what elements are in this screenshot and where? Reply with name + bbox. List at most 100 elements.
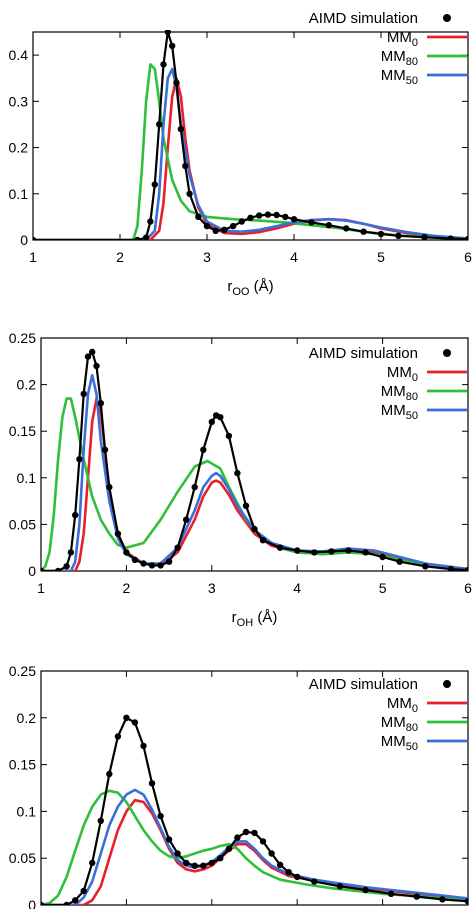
series-point-aimd [177, 125, 185, 133]
x-axis-label: rOO (Å) [227, 278, 273, 298]
series-point-aimd [174, 544, 181, 551]
series-point-aimd [247, 214, 254, 221]
series-point-aimd [174, 850, 181, 857]
series-point-aimd [182, 162, 189, 170]
series-point-aimd [251, 829, 258, 837]
x-axis-label-sub: OO [232, 286, 250, 298]
series-point-aimd [264, 211, 272, 218]
series-point-aimd [93, 362, 100, 370]
series-point-aimd [84, 353, 92, 360]
series-point-aimd [345, 547, 352, 554]
y-tick-label: 0.3 [9, 93, 29, 109]
series-point-aimd [413, 893, 420, 900]
series-point-aimd [54, 567, 62, 571]
series-point-aimd [276, 544, 284, 551]
legend-label-main: AIMD simulation [309, 345, 418, 362]
series-point-aimd [183, 859, 190, 867]
legend-label-main: MM [387, 29, 412, 46]
series-point-aimd [165, 836, 173, 843]
legend-label-main: MM [381, 714, 406, 731]
x-tick-label: 5 [377, 249, 385, 265]
plot-frame [40, 670, 469, 906]
series-point-aimd [72, 897, 79, 904]
series-point-aimd [325, 222, 332, 229]
series-point-aimd [208, 418, 215, 426]
y-tick-label: 0 [20, 232, 28, 248]
series-line-mm0 [41, 798, 468, 905]
x-tick-label: 4 [293, 580, 301, 596]
x-tick-label: 4 [290, 249, 298, 265]
series-line-mm50 [33, 67, 468, 240]
series-point-aimd [290, 216, 298, 223]
series-point-aimd [148, 780, 156, 787]
series-point-aimd [173, 79, 180, 87]
legend-label-sub: 80 [406, 722, 418, 734]
series-point-aimd [251, 525, 258, 533]
series-point-aimd [186, 190, 193, 197]
series-point-aimd [164, 30, 171, 36]
series-point-aimd [151, 181, 158, 188]
legend-marker-dot [443, 14, 451, 22]
plot-frame [40, 337, 469, 572]
series-point-aimd [464, 566, 468, 571]
series-point-aimd [273, 211, 280, 219]
series-point-aimd [387, 890, 395, 897]
legend-label: MM0 [387, 364, 418, 384]
series-point-aimd [147, 218, 154, 225]
legend-label-sub: 50 [406, 75, 418, 87]
y-tick-label: 0.05 [9, 850, 36, 866]
series-point-aimd [72, 511, 79, 519]
legend-label-sub: 50 [406, 410, 418, 422]
series-point-aimd [311, 878, 318, 885]
x-tick-label: 2 [116, 249, 124, 265]
legend-label-sub: 50 [406, 741, 418, 753]
legend-label-main: MM [387, 695, 412, 712]
legend-label: MM80 [381, 48, 418, 68]
series-point-aimd [76, 456, 83, 463]
x-axis-label-main: r [232, 609, 237, 626]
y-tick-label: 0.15 [9, 423, 36, 439]
series-point-aimd [242, 828, 250, 836]
series-line-mm50 [41, 788, 468, 905]
series-point-aimd [242, 502, 250, 509]
series-point-aimd [343, 225, 350, 232]
series-point-aimd [165, 558, 173, 565]
y-tick-label: 0.2 [17, 377, 37, 393]
series-point-aimd [259, 838, 267, 845]
series-point-aimd [422, 563, 429, 570]
series-point-aimd [336, 883, 344, 890]
series-point-aimd [142, 234, 150, 240]
x-axis-label-main: r [227, 278, 232, 295]
x-tick-label: 5 [379, 580, 387, 596]
series-point-aimd [203, 222, 211, 230]
series-point-aimd [134, 236, 141, 240]
legend-label-main: AIMD simulation [309, 676, 418, 693]
series-point-aimd [225, 432, 233, 440]
y-tick-label: 0.05 [9, 516, 36, 532]
series-point-aimd [114, 530, 122, 537]
series-point-aimd [362, 549, 369, 556]
y-tick-label: 0.4 [9, 47, 29, 63]
series-point-aimd [200, 446, 207, 453]
series-point-aimd [148, 562, 156, 569]
series-point-aimd [328, 548, 335, 555]
y-tick-label: 0 [28, 897, 36, 909]
series-point-aimd [208, 859, 215, 867]
series-point-aimd [229, 222, 237, 230]
y-tick-label: 0.1 [17, 470, 37, 486]
series-point-aimd [200, 862, 207, 869]
series-line-aimd [33, 31, 468, 240]
series-line-aimd [41, 716, 468, 905]
legend-label-sub: 0 [412, 372, 418, 384]
series-point-aimd [276, 861, 284, 868]
series-point-aimd [360, 228, 367, 235]
legend-label-main: AIMD simulation [309, 10, 418, 27]
series-point-aimd [217, 414, 224, 421]
series-point-aimd [464, 898, 468, 905]
x-tick-label: 1 [29, 249, 37, 265]
series-point-aimd [63, 901, 70, 905]
series-point-aimd [225, 845, 233, 852]
series-point-aimd [396, 558, 403, 565]
